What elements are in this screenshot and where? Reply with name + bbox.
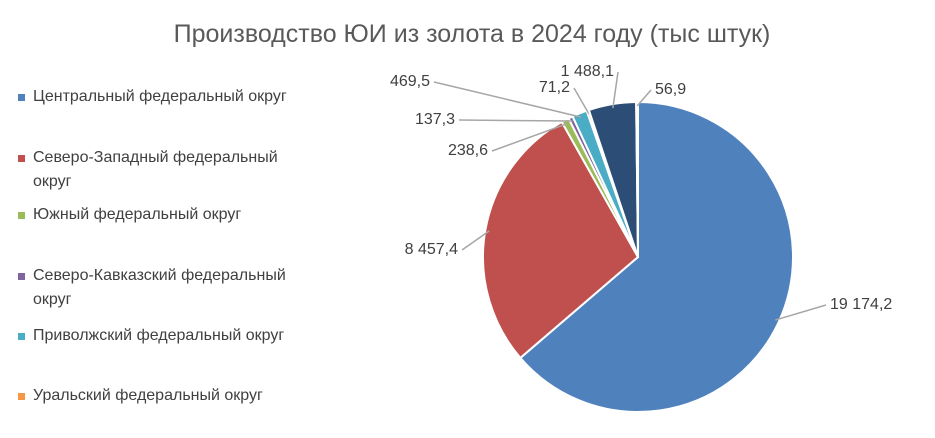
legend-swatch bbox=[18, 393, 25, 400]
data-label: 1 488,1 bbox=[561, 63, 614, 80]
legend-swatch bbox=[18, 333, 25, 340]
leader-line bbox=[461, 230, 490, 251]
leader-line bbox=[636, 89, 652, 107]
pie-slice bbox=[635, 100, 639, 258]
legend-item: Северо-Кавказский федеральный округ bbox=[18, 264, 318, 312]
legend-label: Центральный федеральный округ bbox=[33, 88, 287, 105]
legend-item: Центральный федеральный округ bbox=[18, 85, 318, 109]
leader-line bbox=[458, 119, 573, 122]
legend-item: Южный федеральный округ bbox=[18, 203, 318, 227]
data-label: 8 457,4 bbox=[405, 241, 458, 258]
data-label: 19 174,2 bbox=[830, 296, 892, 313]
legend-label: Южный федеральный округ bbox=[33, 206, 242, 223]
legend-swatch bbox=[18, 155, 25, 162]
legend-label: Приволжский федеральный округ bbox=[33, 327, 285, 344]
legend-swatch bbox=[18, 94, 25, 101]
leader-line bbox=[433, 81, 582, 118]
pie-slice bbox=[518, 100, 794, 413]
leader-line bbox=[612, 71, 619, 109]
legend-label: Северо-Западный федеральный округ bbox=[33, 149, 278, 190]
data-label: 469,5 bbox=[390, 73, 430, 90]
legend-swatch bbox=[18, 212, 25, 219]
legend-swatch bbox=[18, 273, 25, 280]
pie-slice bbox=[482, 120, 640, 360]
legend-item: Уральский федеральный округ bbox=[18, 384, 318, 408]
leader-line bbox=[491, 122, 568, 152]
leader-line bbox=[573, 87, 590, 115]
data-label: 137,3 bbox=[415, 111, 455, 128]
data-label: 56,9 bbox=[655, 81, 686, 98]
legend-label: Северо-Кавказский федеральный округ bbox=[33, 267, 286, 308]
data-label: 71,2 bbox=[539, 79, 570, 96]
legend-label: Уральский федеральный округ bbox=[33, 387, 263, 404]
legend-item: Северо-Западный федеральный округ bbox=[18, 146, 318, 194]
leader-line bbox=[774, 304, 827, 321]
data-label: 238,6 bbox=[448, 142, 488, 159]
legend-item: Приволжский федеральный округ bbox=[18, 324, 318, 348]
chart-title: Производство ЮИ из золота в 2024 году (т… bbox=[174, 20, 771, 48]
